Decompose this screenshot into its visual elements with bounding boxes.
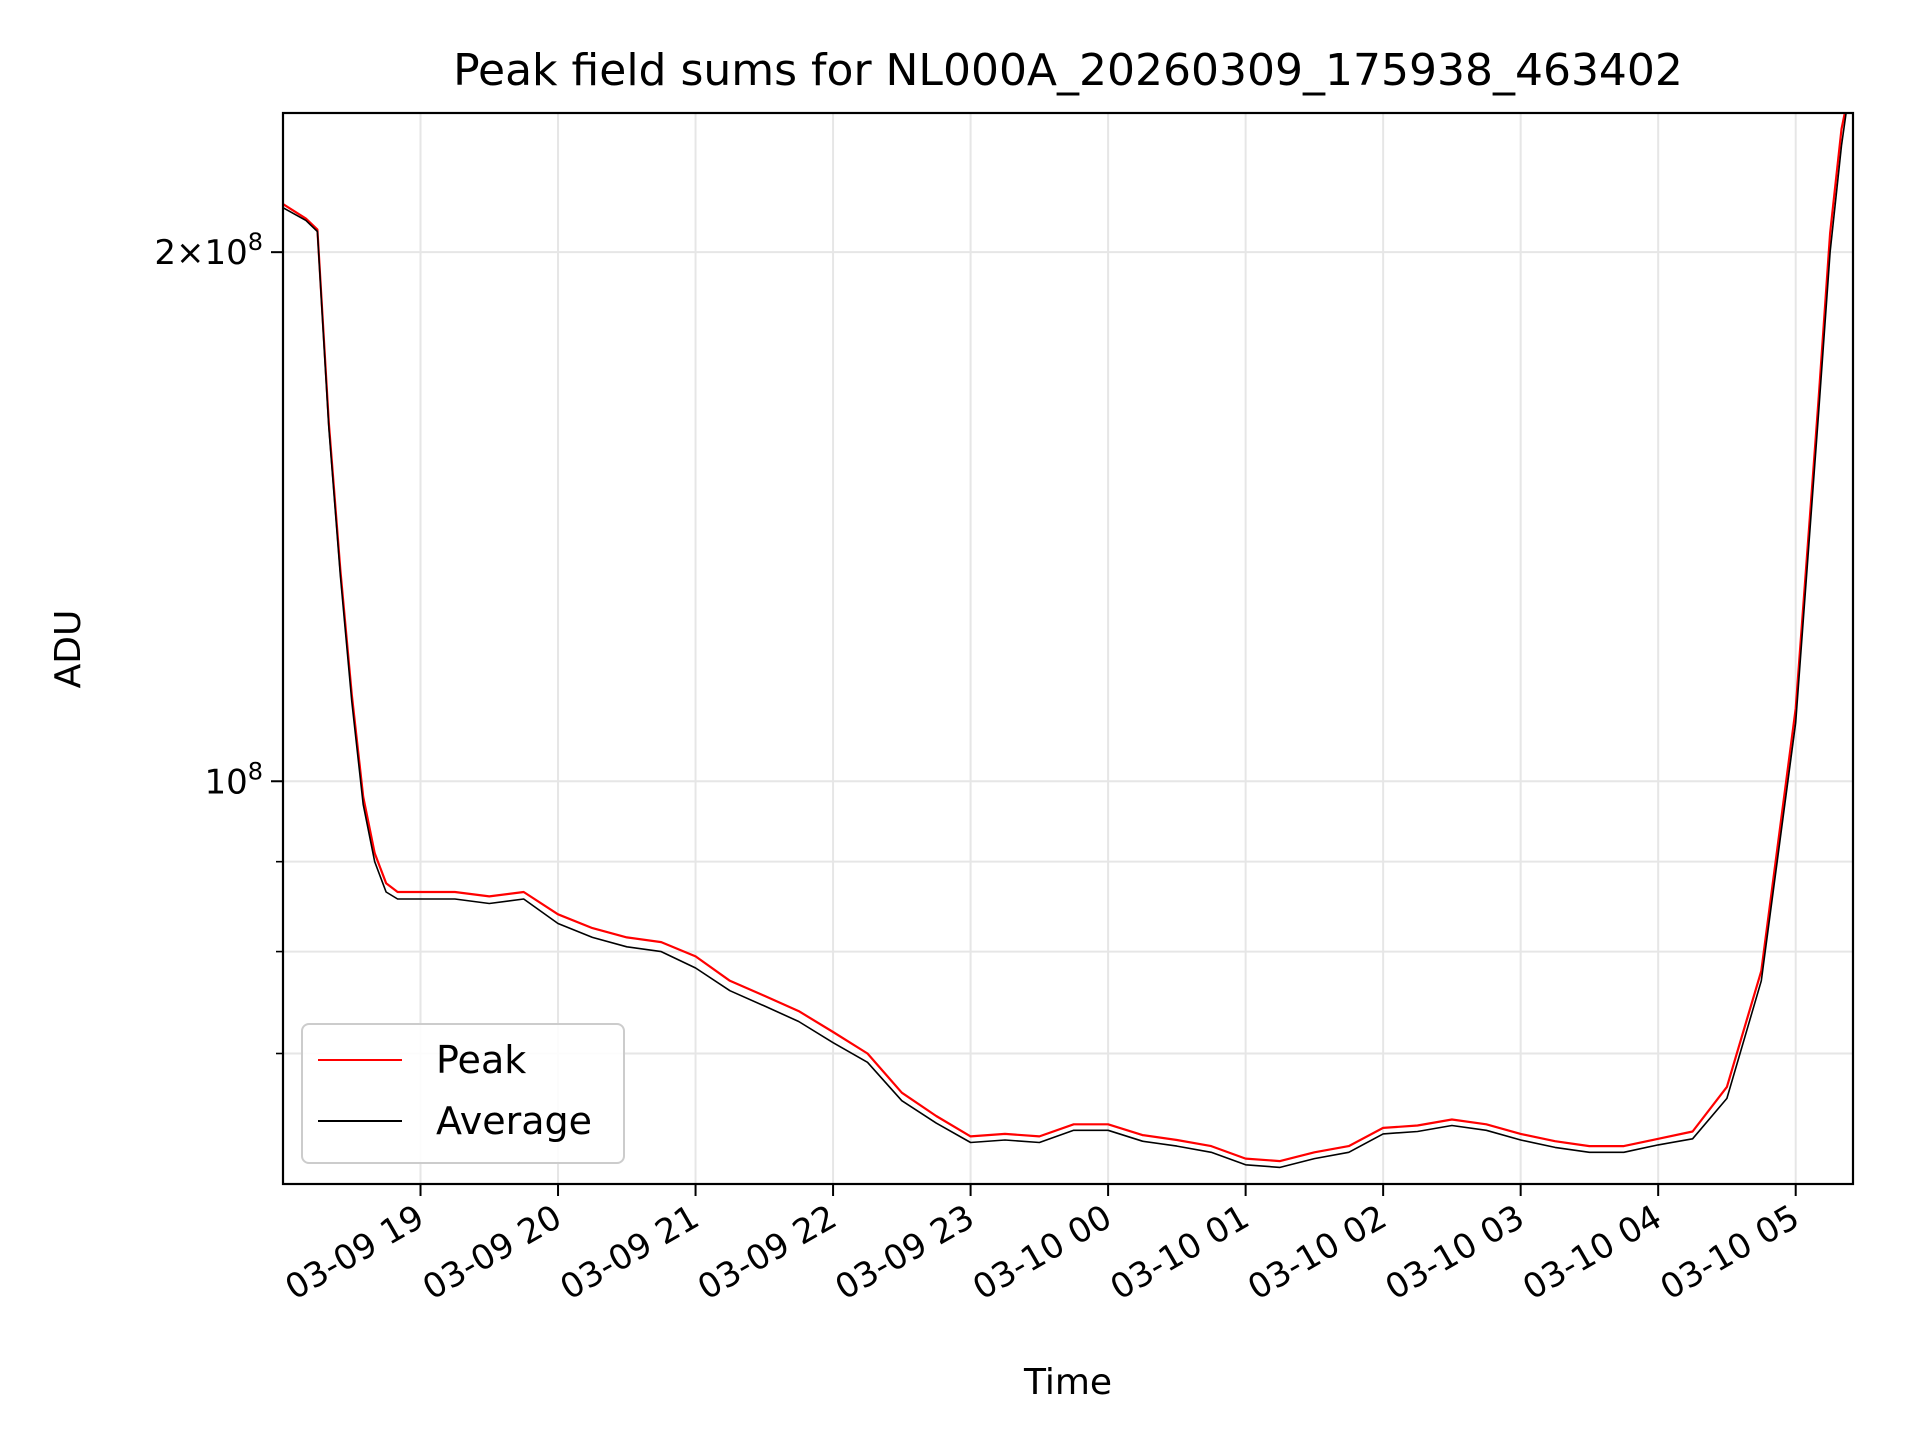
grid-lines [283, 113, 1853, 1184]
y-tick-label: 108 [204, 757, 263, 802]
y-axis-label: ADU [48, 610, 89, 689]
x-axis-label: Time [1023, 1362, 1112, 1403]
plot-frame [281, 111, 1855, 1186]
series-layer [283, 113, 1847, 1169]
y-tick-label: 2×108 [154, 228, 263, 273]
chart-title: Peak field sums for NL000A_20260309_1759… [453, 45, 1683, 96]
legend: Peak Average [301, 1023, 625, 1164]
legend-peak-label: Peak [436, 1038, 526, 1082]
series-line-average [283, 113, 1847, 1169]
legend-average-label: Average [436, 1099, 592, 1143]
legend-box [301, 1023, 625, 1164]
series-line-peak [283, 113, 1846, 1163]
